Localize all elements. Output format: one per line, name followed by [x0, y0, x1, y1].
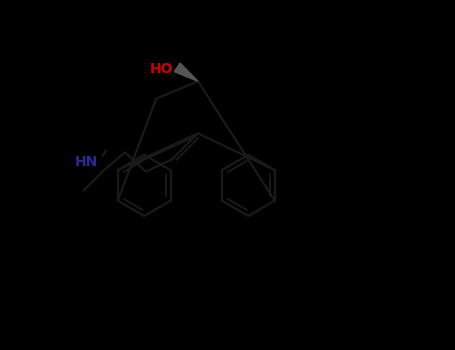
Polygon shape — [174, 63, 198, 81]
Text: HO: HO — [150, 62, 174, 76]
Text: HN: HN — [75, 155, 98, 169]
